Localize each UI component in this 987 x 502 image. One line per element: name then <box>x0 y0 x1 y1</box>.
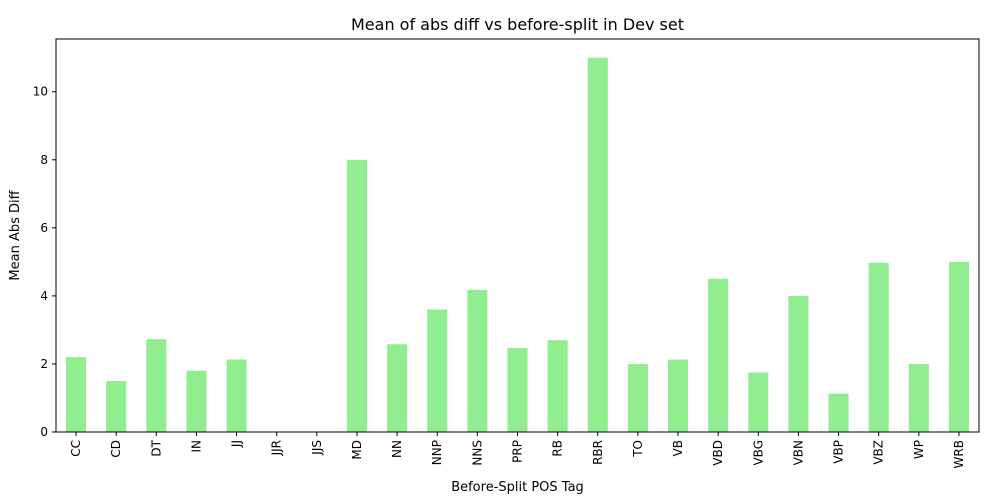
x-tick-label-cd: CD <box>109 440 123 458</box>
x-tick-label-vbz: VBZ <box>872 440 886 465</box>
x-axis-label: Before-Split POS Tag <box>451 480 584 495</box>
chart-title: Mean of abs diff vs before-split in Dev … <box>351 15 684 34</box>
x-tick-label-nns: NNS <box>470 440 484 466</box>
x-tick-label-vbg: VBG <box>751 440 765 466</box>
bar-dt <box>146 339 167 432</box>
x-tick-label-jj: JJ <box>230 440 244 448</box>
bars-group <box>66 57 969 432</box>
bar-wp <box>908 363 929 432</box>
x-axis: CC CD DT IN JJ JJR JJS MD NN NNP NNS PRP RB RBR TO VB VB… <box>69 432 966 468</box>
plot-frame <box>55 38 980 433</box>
bar-prp <box>507 347 528 432</box>
y-tick-label-6: 6 <box>40 221 48 235</box>
x-tick-label-wrb: WRB <box>952 440 966 468</box>
y-axis-label: Mean Abs Diff <box>8 189 23 280</box>
x-tick-label-vbd: VBD <box>711 440 725 466</box>
bar-vb <box>667 359 689 432</box>
x-tick-label-vbn: VBN <box>791 440 805 465</box>
bar-rb <box>547 340 568 432</box>
bar-nns <box>467 289 488 432</box>
bar-to <box>627 363 648 432</box>
y-tick-label-4: 4 <box>40 289 48 303</box>
y-tick-label-0: 0 <box>40 425 48 439</box>
bar-vbn <box>788 295 809 432</box>
x-tick-label-rb: RB <box>551 440 565 457</box>
bar-cd <box>106 380 127 432</box>
x-tick-label-nnp: NNP <box>430 440 444 465</box>
bar-nn <box>387 344 408 432</box>
x-tick-label-prp: PRP <box>511 440 525 463</box>
bar-cc <box>66 357 87 432</box>
x-tick-label-jjs: JJS <box>310 440 324 456</box>
bar-vbg <box>748 372 769 432</box>
x-tick-label-rbr: RBR <box>591 440 605 465</box>
x-tick-label-vbp: VBP <box>832 440 846 464</box>
bar-nnp <box>427 309 448 432</box>
x-tick-label-dt: DT <box>149 439 163 456</box>
y-tick-label-2: 2 <box>40 357 48 371</box>
bar-vbp <box>828 393 849 432</box>
y-axis: 0 2 4 6 8 10 <box>33 85 56 439</box>
bar-md <box>346 159 368 432</box>
bar-vbz <box>868 262 889 432</box>
y-tick-label-10: 10 <box>33 85 48 99</box>
x-tick-label-jjr: JJR <box>270 440 284 456</box>
x-tick-label-cc: CC <box>69 440 83 457</box>
y-tick-label-8: 8 <box>40 153 48 167</box>
bar-jj <box>226 359 247 432</box>
x-tick-label-wp: WP <box>912 440 926 459</box>
x-tick-label-nn: NN <box>390 440 404 458</box>
bar-rbr <box>587 57 608 432</box>
bar-vbd <box>708 278 729 432</box>
x-tick-label-to: TO <box>631 440 645 458</box>
x-tick-label-md: MD <box>350 440 364 460</box>
x-tick-label-in: IN <box>189 440 203 453</box>
x-tick-label-vb: VB <box>671 440 685 456</box>
bar-in <box>186 370 207 432</box>
bar-wrb <box>948 261 969 432</box>
